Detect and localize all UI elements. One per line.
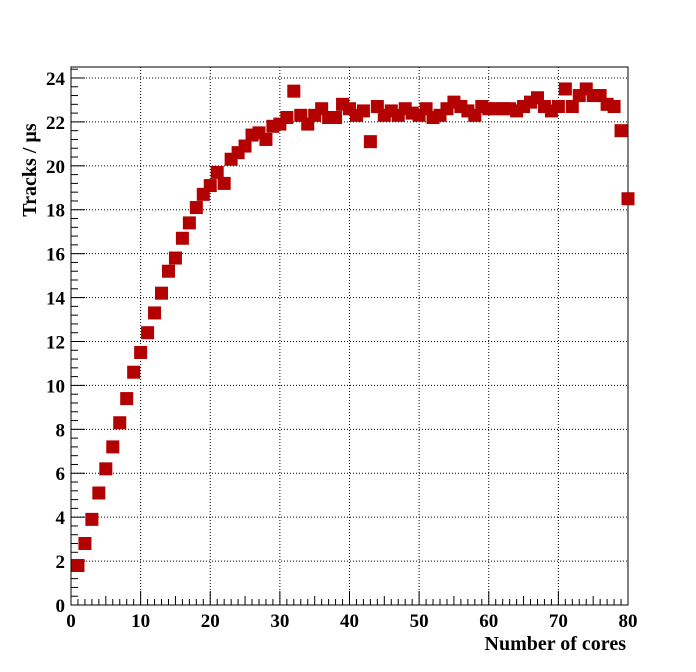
y-tick-label: 4 <box>56 508 66 529</box>
x-tick-label: 50 <box>410 611 429 632</box>
y-tick-label: 8 <box>56 420 66 441</box>
data-point <box>85 512 99 526</box>
x-tick-label: 60 <box>479 611 498 632</box>
data-point <box>106 440 120 454</box>
x-tick-label: 10 <box>131 611 150 632</box>
data-point <box>148 306 162 320</box>
data-point <box>238 139 252 153</box>
data-point <box>99 462 113 476</box>
y-tick-label: 0 <box>56 596 66 617</box>
data-point <box>280 111 294 125</box>
x-tick-label: 30 <box>270 611 289 632</box>
data-point <box>120 392 134 406</box>
data-point <box>134 345 148 359</box>
data-point <box>127 365 141 379</box>
data-point <box>182 216 196 230</box>
plot-frame <box>70 66 629 606</box>
data-point <box>155 286 169 300</box>
data-point <box>614 124 628 138</box>
data-point <box>287 84 301 98</box>
y-tick-label: 16 <box>46 245 65 266</box>
y-tick-label: 20 <box>46 157 65 178</box>
data-point <box>203 179 217 193</box>
data-point <box>141 326 155 340</box>
axis-ticks <box>70 68 629 606</box>
data-point <box>551 100 565 114</box>
data-point <box>217 176 231 190</box>
data-points <box>71 82 635 572</box>
x-tick-label: 0 <box>66 611 76 632</box>
y-tick-label: 12 <box>46 332 65 353</box>
y-tick-label: 14 <box>46 289 66 310</box>
x-axis-title: Number of cores <box>485 633 627 655</box>
data-point <box>363 135 377 149</box>
data-point <box>621 192 635 206</box>
data-point <box>189 201 203 215</box>
data-point <box>71 558 85 572</box>
x-tick-label: 80 <box>619 611 638 632</box>
data-point <box>356 104 370 118</box>
y-tick-label: 18 <box>46 201 65 222</box>
grid <box>71 67 629 605</box>
x-tick-label: 70 <box>549 611 568 632</box>
data-point <box>565 100 579 114</box>
data-point <box>329 111 343 125</box>
data-point <box>92 486 106 500</box>
y-tick-label: 10 <box>46 376 65 397</box>
plot-border <box>70 66 629 606</box>
data-point <box>607 100 621 114</box>
y-tick-label: 24 <box>46 69 66 90</box>
x-tick-label: 20 <box>201 611 220 632</box>
data-point <box>259 132 273 146</box>
data-point <box>210 165 224 179</box>
data-point <box>558 82 572 96</box>
x-tick-label: 40 <box>340 611 359 632</box>
data-point <box>78 537 92 551</box>
data-point <box>168 251 182 265</box>
data-point <box>175 231 189 245</box>
y-tick-label: 22 <box>46 113 65 134</box>
y-tick-label: 2 <box>56 552 66 573</box>
y-axis-title: Tracks / µs <box>19 123 41 217</box>
data-point <box>113 416 127 430</box>
data-point <box>161 264 175 278</box>
y-tick-label: 6 <box>56 464 66 485</box>
